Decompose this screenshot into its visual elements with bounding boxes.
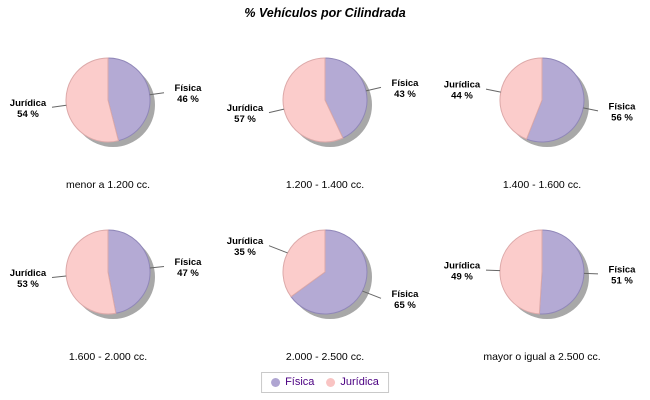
slice-label: Física	[175, 83, 203, 94]
slice-value: 47 %	[178, 268, 200, 279]
callout-line	[485, 88, 501, 93]
callout-line	[268, 108, 285, 114]
slice-value: 49 %	[451, 272, 473, 283]
slice-value: 51 %	[611, 275, 633, 286]
legend-swatch-icon	[326, 377, 336, 387]
slice-value: 54 %	[18, 109, 40, 120]
pie-slice-física	[290, 229, 368, 315]
legend-label: Jurídica	[340, 376, 379, 388]
chart-title: % Vehículos por Cilindrada	[244, 6, 406, 20]
callout-line	[485, 269, 500, 272]
pie-slice-física	[107, 57, 151, 142]
pie-slice-física	[538, 229, 585, 315]
pie-cell: Física 47 % Jurídica 53 % 1.600 - 2.000 cc.	[0, 212, 217, 384]
pie-slice-física	[525, 57, 585, 143]
pie-cell: Física 43 % Jurídica 57 % 1.200 - 1.400 cc.	[217, 40, 434, 212]
pie-slice-física	[324, 57, 368, 139]
slice-label: Física	[392, 78, 420, 89]
slice-value: 57 %	[234, 114, 256, 125]
pie-category-label: mayor o igual a 2.500 cc.	[483, 351, 600, 363]
pie-cell: Física 65 % Jurídica 35 % 2.000 - 2.500 cc.	[217, 212, 434, 384]
slice-label: Jurídica	[227, 103, 264, 114]
callout-line	[149, 92, 165, 96]
slice-label: Física	[175, 257, 203, 268]
slice-label: Física	[608, 264, 636, 275]
pie-slice-jurídica	[65, 229, 117, 315]
slice-label: Jurídica	[443, 80, 480, 91]
pie-category-label: 2.000 - 2.500 cc.	[286, 351, 364, 363]
chart-legend: Física Jurídica	[261, 372, 389, 393]
slice-value: 43 %	[394, 89, 416, 100]
slice-value: 44 %	[451, 91, 473, 102]
slice-label: Jurídica	[443, 261, 480, 272]
pie-category-label: menor a 1.200 cc.	[66, 179, 150, 191]
pie-cell: Física 56 % Jurídica 44 % 1.400 - 1.600 cc.	[433, 40, 650, 212]
legend-swatch-icon	[271, 377, 281, 387]
slice-value: 35 %	[234, 247, 256, 258]
pie-slice-jurídica	[499, 57, 543, 140]
callout-line	[582, 107, 598, 112]
slice-label: Física	[608, 101, 636, 112]
slice-label: Física	[392, 289, 420, 300]
pie-slice-jurídica	[65, 57, 120, 143]
slice-value: 46 %	[178, 94, 200, 105]
pie-slice-física	[107, 229, 151, 314]
legend-item-física: Física	[271, 376, 314, 388]
pie-category-label: 1.600 - 2.000 cc.	[69, 351, 147, 363]
callout-line	[52, 104, 67, 108]
legend-label: Física	[285, 376, 315, 388]
slice-value: 53 %	[18, 279, 40, 290]
callout-line	[268, 245, 288, 254]
pie-cell: Física 46 % Jurídica 54 % menor a 1.200 cc.	[0, 40, 217, 212]
pie-cell: Física 51 % Jurídica 49 % mayor o igual a 2.…	[433, 212, 650, 384]
pie-category-label: 1.400 - 1.600 cc.	[503, 179, 581, 191]
slice-label: Jurídica	[227, 236, 264, 247]
legend-item-jurídica: Jurídica	[326, 376, 379, 388]
slice-value: 56 %	[611, 112, 633, 123]
pie-category-label: 1.200 - 1.400 cc.	[286, 179, 364, 191]
slice-value: 65 %	[394, 300, 416, 311]
callout-line	[362, 290, 382, 299]
pies-grid: Física 46 % Jurídica 54 % menor a 1.200 cc. F…	[0, 40, 650, 384]
slice-label: Jurídica	[10, 98, 47, 109]
callout-line	[52, 275, 67, 278]
callout-line	[150, 266, 165, 269]
callout-line	[583, 272, 598, 275]
callout-line	[365, 86, 382, 92]
pie-slice-jurídica	[499, 229, 543, 315]
slice-label: Jurídica	[10, 268, 47, 279]
